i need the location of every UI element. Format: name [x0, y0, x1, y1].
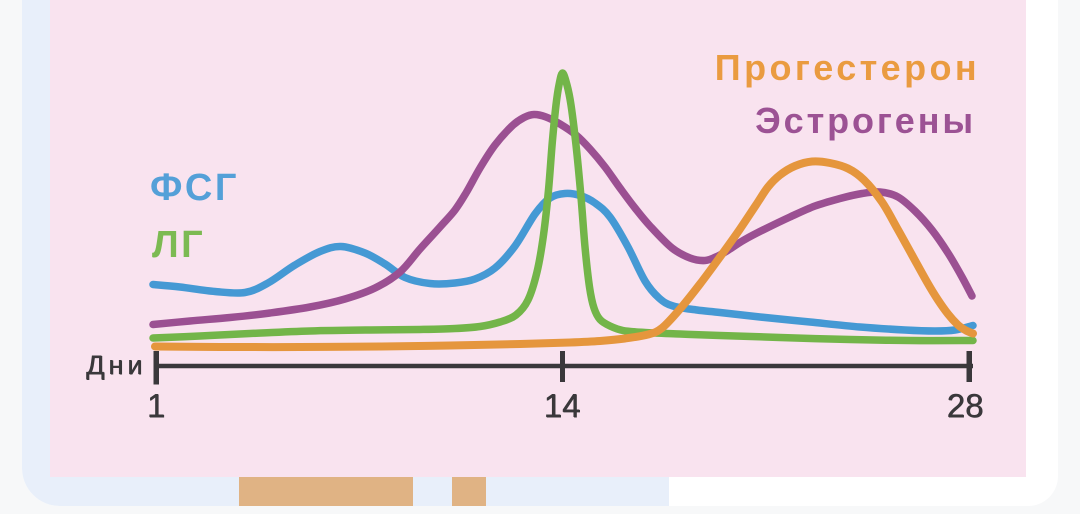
svg-text:ЛГ: ЛГ: [152, 224, 205, 266]
svg-text:28: 28: [947, 388, 984, 425]
svg-text:ФСГ: ФСГ: [150, 167, 239, 209]
svg-text:Прогестерон: Прогестерон: [715, 47, 980, 88]
svg-text:1: 1: [147, 388, 165, 425]
svg-text:Дни: Дни: [86, 350, 146, 380]
svg-text:14: 14: [544, 388, 581, 425]
svg-text:28: 28: [947, 387, 984, 424]
svg-text:14: 14: [544, 387, 581, 424]
svg-text:Эстрогены: Эстрогены: [755, 100, 976, 141]
svg-text:Дни: Дни: [87, 351, 147, 381]
svg-text:1: 1: [147, 387, 165, 424]
